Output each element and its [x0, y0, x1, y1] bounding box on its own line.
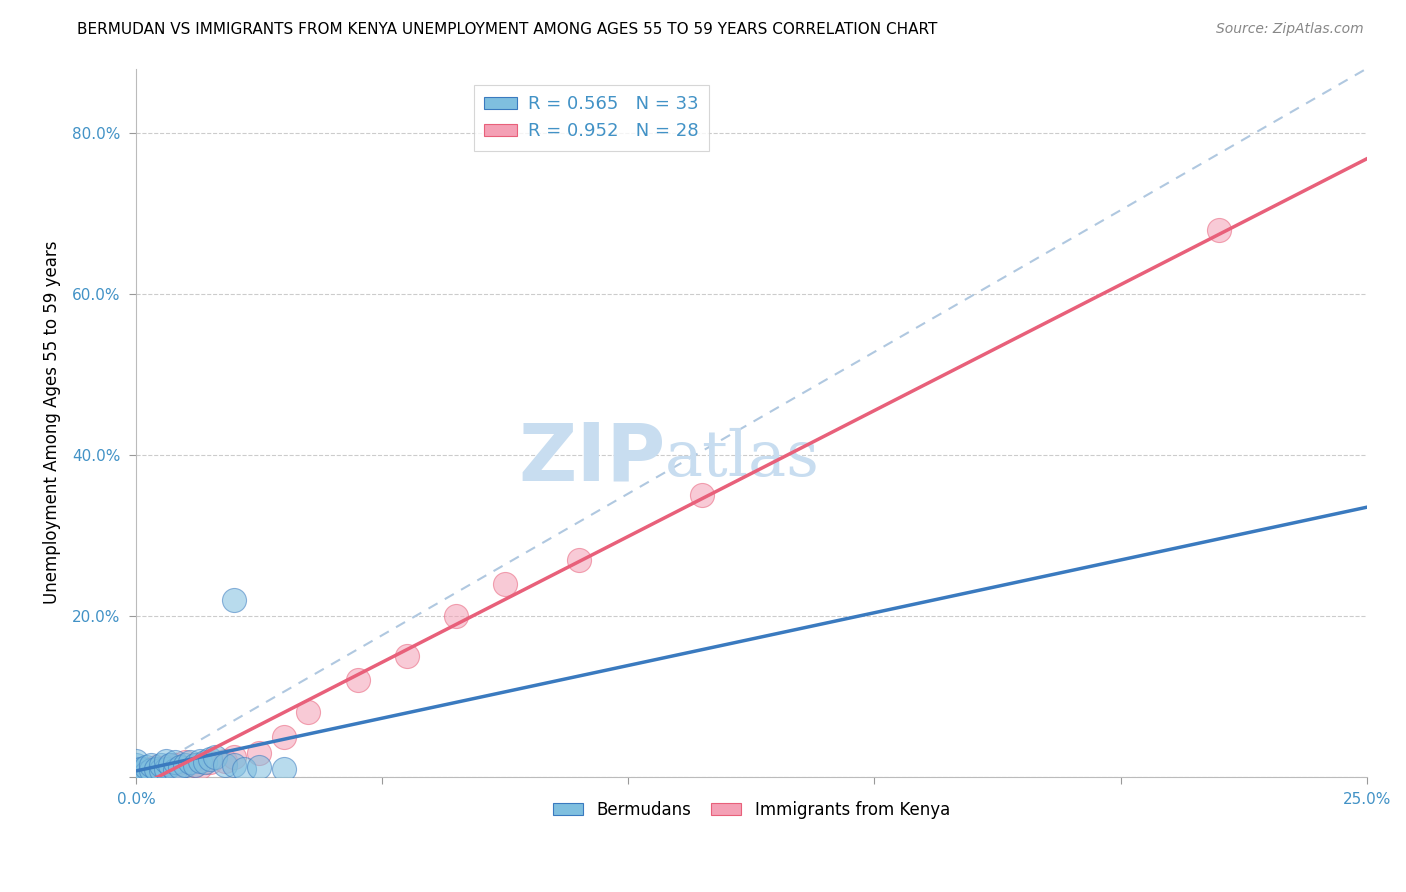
Point: [194, 756, 217, 770]
Point: [125, 757, 148, 772]
Point: [174, 756, 197, 770]
Point: [273, 730, 295, 744]
Point: [165, 757, 187, 772]
Point: [297, 706, 319, 720]
Point: [125, 770, 148, 784]
Point: [346, 673, 368, 688]
Point: [159, 757, 181, 772]
Point: [198, 752, 221, 766]
Point: [198, 756, 221, 770]
Point: [247, 760, 270, 774]
Point: [233, 762, 256, 776]
Point: [145, 762, 167, 776]
Point: [568, 552, 591, 566]
Point: [444, 608, 467, 623]
Legend: Bermudans, Immigrants from Kenya: Bermudans, Immigrants from Kenya: [547, 794, 956, 825]
Point: [125, 765, 148, 780]
Point: [135, 765, 157, 780]
Y-axis label: Unemployment Among Ages 55 to 59 years: Unemployment Among Ages 55 to 59 years: [44, 241, 60, 605]
Text: Source: ZipAtlas.com: Source: ZipAtlas.com: [1216, 22, 1364, 37]
Point: [165, 756, 187, 770]
Point: [125, 754, 148, 768]
Point: [184, 757, 207, 772]
Point: [135, 762, 157, 776]
Point: [165, 764, 187, 778]
Point: [155, 762, 177, 776]
Point: [395, 649, 418, 664]
Point: [129, 762, 152, 776]
Point: [139, 757, 162, 772]
Point: [204, 749, 226, 764]
Point: [129, 770, 152, 784]
Point: [224, 749, 246, 764]
Point: [135, 760, 157, 774]
Point: [145, 760, 167, 774]
Point: [494, 576, 516, 591]
Point: [169, 760, 191, 774]
Point: [214, 757, 236, 772]
Point: [125, 762, 148, 776]
Point: [214, 754, 236, 768]
Point: [1208, 222, 1230, 236]
Point: [155, 760, 177, 774]
Point: [129, 764, 152, 778]
Point: [174, 757, 197, 772]
Point: [139, 764, 162, 778]
Point: [169, 760, 191, 774]
Point: [155, 754, 177, 768]
Point: [273, 762, 295, 776]
Text: atlas: atlas: [665, 427, 820, 489]
Point: [125, 762, 148, 776]
Point: [188, 760, 211, 774]
Point: [247, 746, 270, 760]
Point: [184, 757, 207, 772]
Point: [188, 754, 211, 768]
Point: [129, 770, 152, 784]
Point: [159, 762, 181, 776]
Point: [139, 764, 162, 778]
Point: [149, 757, 172, 772]
Point: [125, 765, 148, 780]
Text: BERMUDAN VS IMMIGRANTS FROM KENYA UNEMPLOYMENT AMONG AGES 55 TO 59 YEARS CORRELA: BERMUDAN VS IMMIGRANTS FROM KENYA UNEMPL…: [77, 22, 938, 37]
Point: [149, 762, 172, 776]
Point: [149, 764, 172, 778]
Point: [690, 488, 713, 502]
Point: [224, 592, 246, 607]
Point: [179, 756, 201, 770]
Point: [224, 757, 246, 772]
Text: ZIP: ZIP: [517, 419, 665, 497]
